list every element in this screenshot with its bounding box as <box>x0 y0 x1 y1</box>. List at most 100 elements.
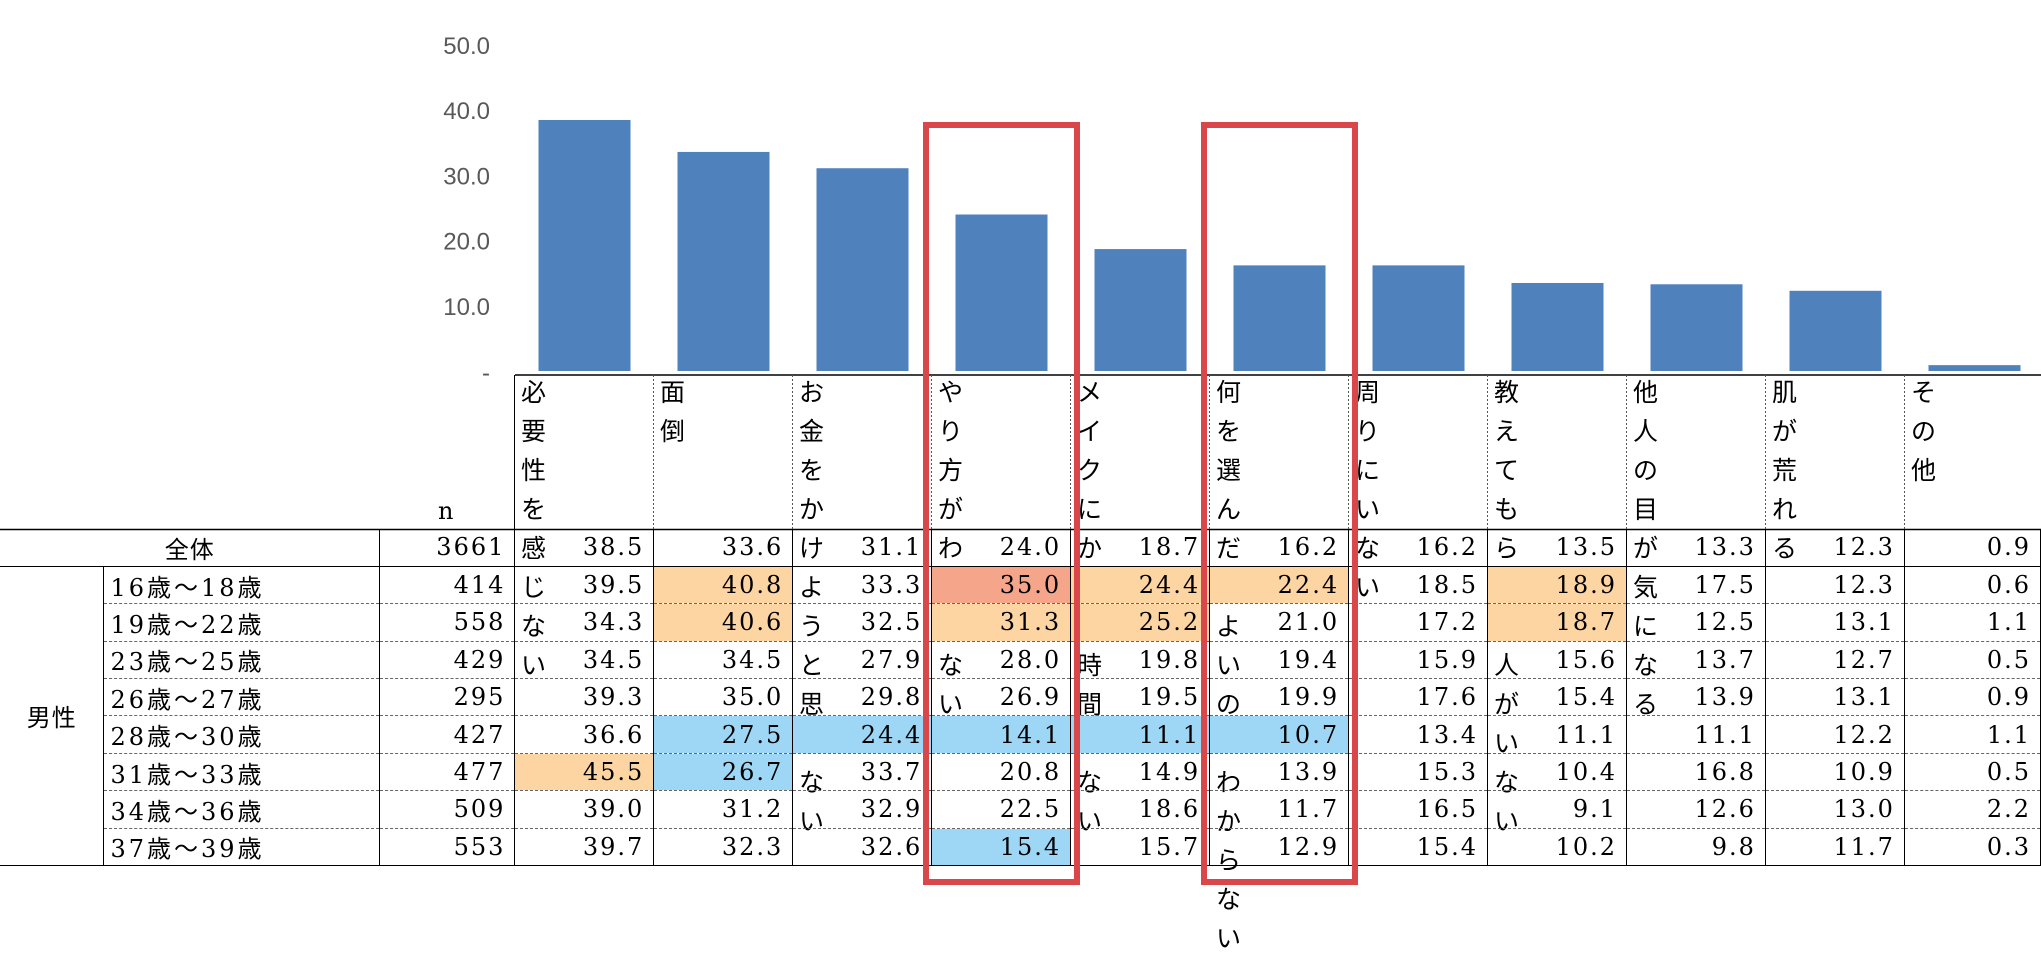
value-cell: 16.8 <box>1626 753 1766 792</box>
row-label: 26歳〜27歳 <box>103 678 381 717</box>
value-cell: 18.9 <box>1487 566 1627 605</box>
table-row-total: 全体 3661 38.5 33.6 31.1 24.0 18.7 16.2 16.2 13.5 13… <box>0 529 2041 567</box>
value-cell: 39.7 <box>514 828 655 867</box>
value-cell: 12.5 <box>1626 603 1766 642</box>
value-cell: 19.9 <box>1209 678 1350 717</box>
value-cell: 18.7 <box>1487 603 1627 642</box>
value-cell: 14.9 <box>1070 753 1211 792</box>
value-cell: 0.5 <box>1904 641 2041 680</box>
value-cell: 21.0 <box>1209 603 1350 642</box>
row-label: 34歳〜36歳 <box>103 790 381 829</box>
y-tick-label: 40.0 <box>443 98 490 125</box>
row-label: 全体 <box>0 529 381 567</box>
value-cell: 20.8 <box>931 753 1072 792</box>
value-cell: 13.0 <box>1765 790 1905 829</box>
bar <box>816 168 909 371</box>
value-cell: 0.9 <box>1904 678 2041 717</box>
value-cell: 9.1 <box>1487 790 1627 829</box>
value-cell: 39.5 <box>514 566 655 605</box>
value-cell: 14.1 <box>931 715 1072 754</box>
table-row: 37歳〜39歳 553 39.7 32.3 32.6 15.4 15.7 12.9 15.4 10… <box>0 828 2041 867</box>
value-cell: 17.6 <box>1348 678 1489 717</box>
value-cell: 17.5 <box>1626 566 1766 605</box>
n-cell: 3661 <box>379 529 516 567</box>
value-cell: 18.6 <box>1070 790 1211 829</box>
n-cell: 295 <box>379 678 516 717</box>
value-cell: 40.6 <box>653 603 794 642</box>
value-cell: 10.4 <box>1487 753 1627 792</box>
value-cell: 27.5 <box>653 715 794 754</box>
bar <box>1928 365 2021 371</box>
table-row: 男性 16歳〜18歳 414 39.5 40.8 33.3 35.0 24.4 22.4 18.5… <box>0 566 2041 867</box>
value-cell: 32.5 <box>792 603 933 642</box>
group-label: 男性 <box>0 566 105 867</box>
value-cell: 24.4 <box>1070 566 1211 605</box>
value-cell: 10.2 <box>1487 828 1627 867</box>
table-row: 26歳〜27歳 295 39.3 35.0 29.8 26.9 19.5 19.9 17.6 15… <box>0 678 2041 717</box>
value-cell: 22.5 <box>931 790 1072 829</box>
value-cell: 33.7 <box>792 753 933 792</box>
value-cell: 1.1 <box>1904 603 2041 642</box>
value-cell: 28.0 <box>931 641 1072 680</box>
value-cell: 0.6 <box>1904 566 2041 605</box>
bar <box>1789 290 1882 371</box>
value-cell: 10.7 <box>1209 715 1350 754</box>
value-cell: 18.7 <box>1070 529 1211 567</box>
value-cell: 1.1 <box>1904 715 2041 754</box>
value-cell: 31.1 <box>792 529 933 567</box>
bar <box>677 151 770 371</box>
value-cell: 16.2 <box>1348 529 1489 567</box>
value-cell: 39.3 <box>514 678 655 717</box>
value-cell: 11.7 <box>1209 790 1350 829</box>
value-cell: 26.7 <box>653 753 794 792</box>
value-cell: 15.6 <box>1487 641 1627 680</box>
value-cell: 34.5 <box>653 641 794 680</box>
n-cell: 558 <box>379 603 516 642</box>
value-cell: 38.5 <box>514 529 655 567</box>
value-cell: 24.0 <box>931 529 1072 567</box>
value-cell: 31.3 <box>931 603 1072 642</box>
value-cell: 13.1 <box>1765 603 1905 642</box>
value-cell: 13.7 <box>1626 641 1766 680</box>
value-cell: 13.1 <box>1765 678 1905 717</box>
value-cell: 16.5 <box>1348 790 1489 829</box>
data-table: 全体 3661 38.5 33.6 31.1 24.0 18.7 16.2 16.2 13.5 13… <box>0 529 2041 867</box>
y-tick-label: 20.0 <box>443 229 490 256</box>
value-cell: 32.6 <box>792 828 933 867</box>
row-label: 23歳〜25歳 <box>103 641 381 680</box>
y-tick-label: 30.0 <box>443 163 490 190</box>
bar <box>1233 265 1326 371</box>
value-cell: 39.0 <box>514 790 655 829</box>
n-cell: 427 <box>379 715 516 754</box>
value-cell: 15.9 <box>1348 641 1489 680</box>
value-cell: 15.4 <box>1487 678 1627 717</box>
value-cell: 34.3 <box>514 603 655 642</box>
bar <box>955 214 1048 371</box>
bar <box>1372 265 1465 371</box>
y-tick-label: 10.0 <box>443 294 490 321</box>
value-cell: 12.3 <box>1765 566 1905 605</box>
value-cell: 45.5 <box>514 753 655 792</box>
value-cell: 13.4 <box>1348 715 1489 754</box>
value-cell: 12.3 <box>1765 529 1905 567</box>
table-row: 34歳〜36歳 509 39.0 31.2 32.9 22.5 18.6 11.7 16.5 9.… <box>0 790 2041 829</box>
value-cell: 27.9 <box>792 641 933 680</box>
value-cell: 15.4 <box>931 828 1072 867</box>
value-cell: 40.8 <box>653 566 794 605</box>
value-cell: 35.0 <box>653 678 794 717</box>
row-label: 28歳〜30歳 <box>103 715 381 754</box>
category-label: 面倒 <box>660 378 686 446</box>
value-cell: 22.4 <box>1209 566 1350 605</box>
value-cell: 31.2 <box>653 790 794 829</box>
value-cell: 13.9 <box>1626 678 1766 717</box>
value-cell: 15.3 <box>1348 753 1489 792</box>
value-cell: 36.6 <box>514 715 655 754</box>
value-cell: 16.2 <box>1209 529 1350 567</box>
value-cell: 12.2 <box>1765 715 1905 754</box>
value-cell: 12.6 <box>1626 790 1766 829</box>
value-cell: 0.5 <box>1904 753 2041 792</box>
value-cell: 19.8 <box>1070 641 1211 680</box>
value-cell: 15.7 <box>1070 828 1211 867</box>
bar <box>1094 249 1187 371</box>
n-header: n <box>438 497 454 525</box>
